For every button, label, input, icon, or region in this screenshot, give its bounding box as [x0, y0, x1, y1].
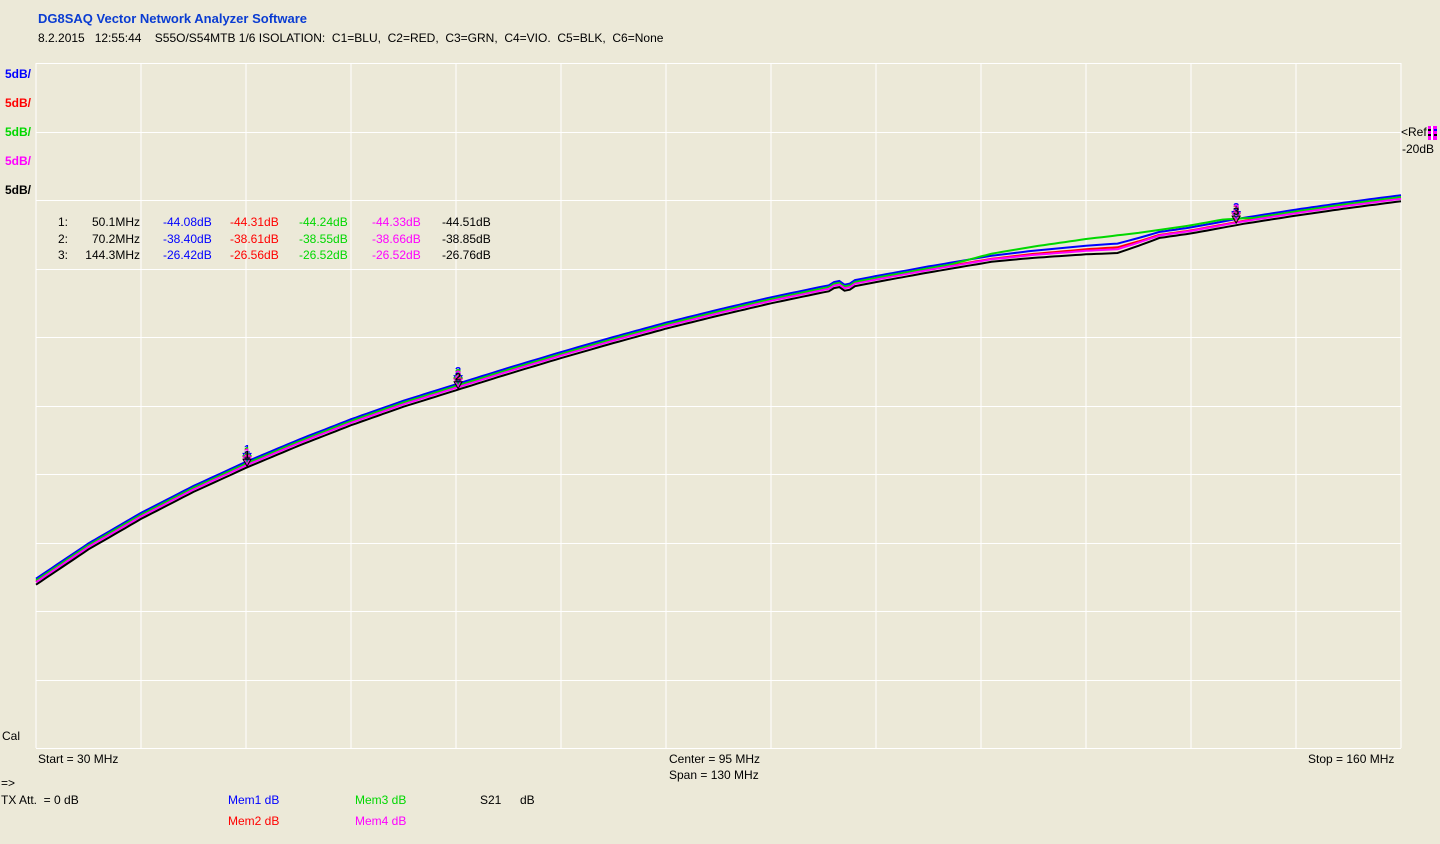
marker-value-c3: -44.24dB [299, 215, 348, 229]
marker-value-c2: -38.61dB [230, 232, 279, 246]
marker-value-c4: -38.66dB [372, 232, 421, 246]
marker-row-2: 2: 70.2MHz -38.40dB -38.61dB -38.55dB -3… [0, 232, 560, 248]
scale-label-c2[interactable]: 5dB/ [4, 96, 31, 110]
marker-frequency: 50.1MHz [91, 215, 140, 229]
marker-number: 2: [58, 232, 69, 246]
marker-value-c3: -38.55dB [299, 232, 348, 246]
marker-value-c4: -26.52dB [372, 248, 421, 262]
svg-text:1: 1 [244, 447, 250, 459]
s21-trace-selector[interactable]: S21 [480, 793, 502, 807]
scale-label-c1[interactable]: 5dB/ [4, 67, 31, 81]
ref-label[interactable]: <Ref [1401, 125, 1427, 139]
marker-number: 1: [58, 215, 69, 229]
ref-marker-icon [1428, 126, 1437, 140]
ref-level-value[interactable]: -20dB [1402, 142, 1435, 156]
trace-mem1 [35, 194, 1402, 580]
marker-row-1: 1: 50.1MHz -44.08dB -44.31dB -44.24dB -4… [0, 215, 560, 231]
cal-label[interactable]: Cal [2, 729, 21, 743]
tx-attenuation[interactable]: TX Att. = 0 dB [1, 793, 79, 807]
mem1-trace-label[interactable]: Mem1 dB [228, 793, 280, 807]
center-frequency[interactable]: Center = 95 MHz [669, 752, 761, 766]
marker-value-c2: -44.31dB [230, 215, 279, 229]
marker-value-c1: -44.08dB [163, 215, 212, 229]
scale-label-c4[interactable]: 5dB/ [4, 154, 31, 168]
svg-text:1: 1 [244, 443, 250, 455]
marker-value-c4: -44.33dB [372, 215, 421, 229]
svg-text:2: 2 [455, 372, 461, 384]
grid-lines [35, 63, 1402, 749]
marker-row-3: 3: 144.3MHz -26.42dB -26.56dB -26.52dB -… [0, 248, 560, 264]
trace-mem3 [35, 196, 1402, 582]
trace-mem4 [35, 197, 1402, 584]
marker-value-c1: -26.42dB [163, 248, 212, 262]
svg-text:1: 1 [244, 449, 250, 461]
app-title: DG8SAQ Vector Network Analyzer Software [38, 11, 307, 26]
marker-value-c5: -44.51dB [442, 215, 491, 229]
stop-frequency[interactable]: Stop = 160 MHz [1308, 752, 1395, 766]
marker-value-c2: -26.56dB [230, 248, 279, 262]
svg-text:1: 1 [244, 447, 250, 459]
svg-text:3: 3 [1233, 201, 1239, 213]
scale-label-c5[interactable]: 5dB/ [4, 183, 31, 197]
svg-text:1: 1 [244, 446, 250, 458]
marker-value-c3: -26.52dB [299, 248, 348, 262]
svg-text:3: 3 [1233, 206, 1239, 218]
sweep-info-line: 8.2.2015 12:55:44 S55O/S54MTB 1/6 ISOLAT… [38, 31, 664, 45]
marker-value-c5: -38.85dB [442, 232, 491, 246]
mem4-trace-label[interactable]: Mem4 dB [355, 814, 407, 828]
arrow-indicator: => [1, 776, 16, 790]
marker-value-c5: -26.76dB [442, 248, 491, 262]
marker-frequency: 70.2MHz [91, 232, 140, 246]
svg-text:2: 2 [455, 368, 461, 380]
trace-s21 [35, 200, 1402, 586]
scale-label-c3[interactable]: 5dB/ [4, 125, 31, 139]
span-frequency[interactable]: Span = 130 MHz [669, 768, 759, 782]
svg-text:3: 3 [1233, 203, 1239, 215]
svg-text:2: 2 [455, 366, 461, 378]
svg-text:3: 3 [1233, 203, 1239, 215]
svg-text:2: 2 [455, 368, 461, 380]
marker-value-c1: -38.40dB [163, 232, 212, 246]
svg-text:3: 3 [1233, 203, 1239, 215]
marker-frequency: 144.3MHz [85, 248, 140, 262]
marker-number: 3: [58, 248, 69, 262]
s21-unit-selector[interactable]: dB [520, 793, 535, 807]
svg-text:2: 2 [455, 369, 461, 381]
mem2-trace-label[interactable]: Mem2 dB [228, 814, 280, 828]
start-frequency[interactable]: Start = 30 MHz [38, 752, 119, 766]
mem3-trace-label[interactable]: Mem3 dB [355, 793, 407, 807]
